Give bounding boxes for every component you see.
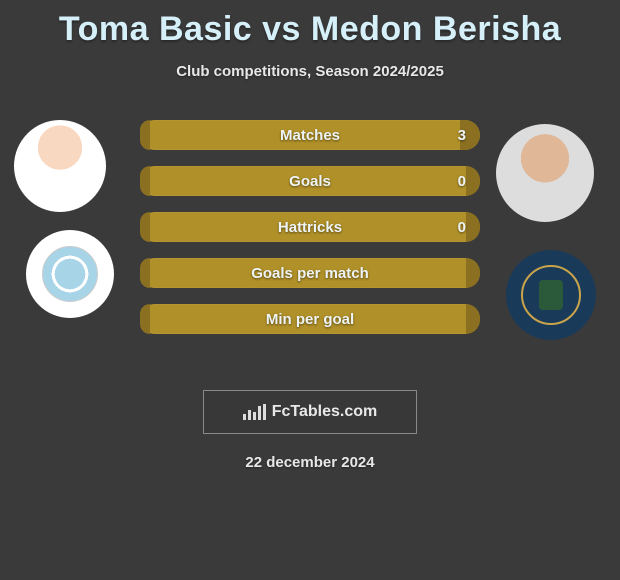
stat-row-goals: Goals 0 — [140, 166, 480, 196]
page-title: Toma Basic vs Medon Berisha — [0, 0, 620, 49]
stat-row-min-per-goal: Min per goal — [140, 304, 480, 334]
brand-box[interactable]: FcTables.com — [203, 390, 417, 434]
stat-label: Hattricks — [140, 219, 480, 236]
stat-value-right: 0 — [458, 219, 466, 236]
date-line: 22 december 2024 — [0, 454, 620, 471]
chart-icon — [243, 404, 266, 420]
player-right-avatar — [496, 124, 594, 222]
stat-label: Matches — [140, 127, 480, 144]
stat-label: Goals — [140, 173, 480, 190]
club-right-logo — [506, 250, 596, 340]
brand-text: FcTables.com — [272, 403, 378, 421]
lecce-badge-icon — [521, 265, 581, 325]
lazio-badge-icon — [42, 246, 98, 302]
subtitle: Club competitions, Season 2024/2025 — [0, 63, 620, 80]
stat-label: Min per goal — [140, 311, 480, 328]
comparison-panel: Matches 3 Goals 0 Hattricks 0 Goals per … — [0, 120, 620, 380]
player-left-avatar — [14, 120, 106, 212]
club-left-logo — [26, 230, 114, 318]
stat-label: Goals per match — [140, 265, 480, 282]
stats-list: Matches 3 Goals 0 Hattricks 0 Goals per … — [140, 120, 480, 350]
stat-value-right: 3 — [458, 127, 466, 144]
stat-value-right: 0 — [458, 173, 466, 190]
stat-row-goals-per-match: Goals per match — [140, 258, 480, 288]
stat-row-hattricks: Hattricks 0 — [140, 212, 480, 242]
stat-row-matches: Matches 3 — [140, 120, 480, 150]
